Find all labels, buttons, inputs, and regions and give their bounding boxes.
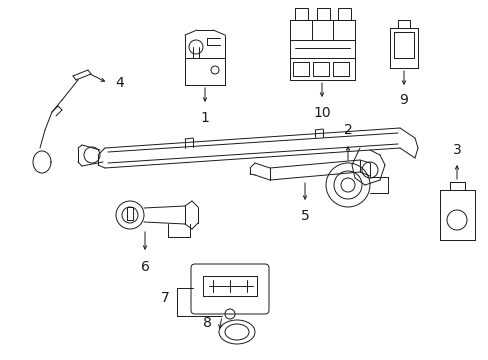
Text: 9: 9 [399,93,407,107]
Text: 6: 6 [140,260,149,274]
Text: 8: 8 [202,316,211,330]
Text: 4: 4 [115,76,124,90]
Text: 1: 1 [200,111,209,125]
Text: 2: 2 [343,123,352,137]
Text: 5: 5 [300,209,309,223]
Text: 3: 3 [452,143,461,157]
Text: 10: 10 [312,106,330,120]
Text: 7: 7 [160,291,169,305]
